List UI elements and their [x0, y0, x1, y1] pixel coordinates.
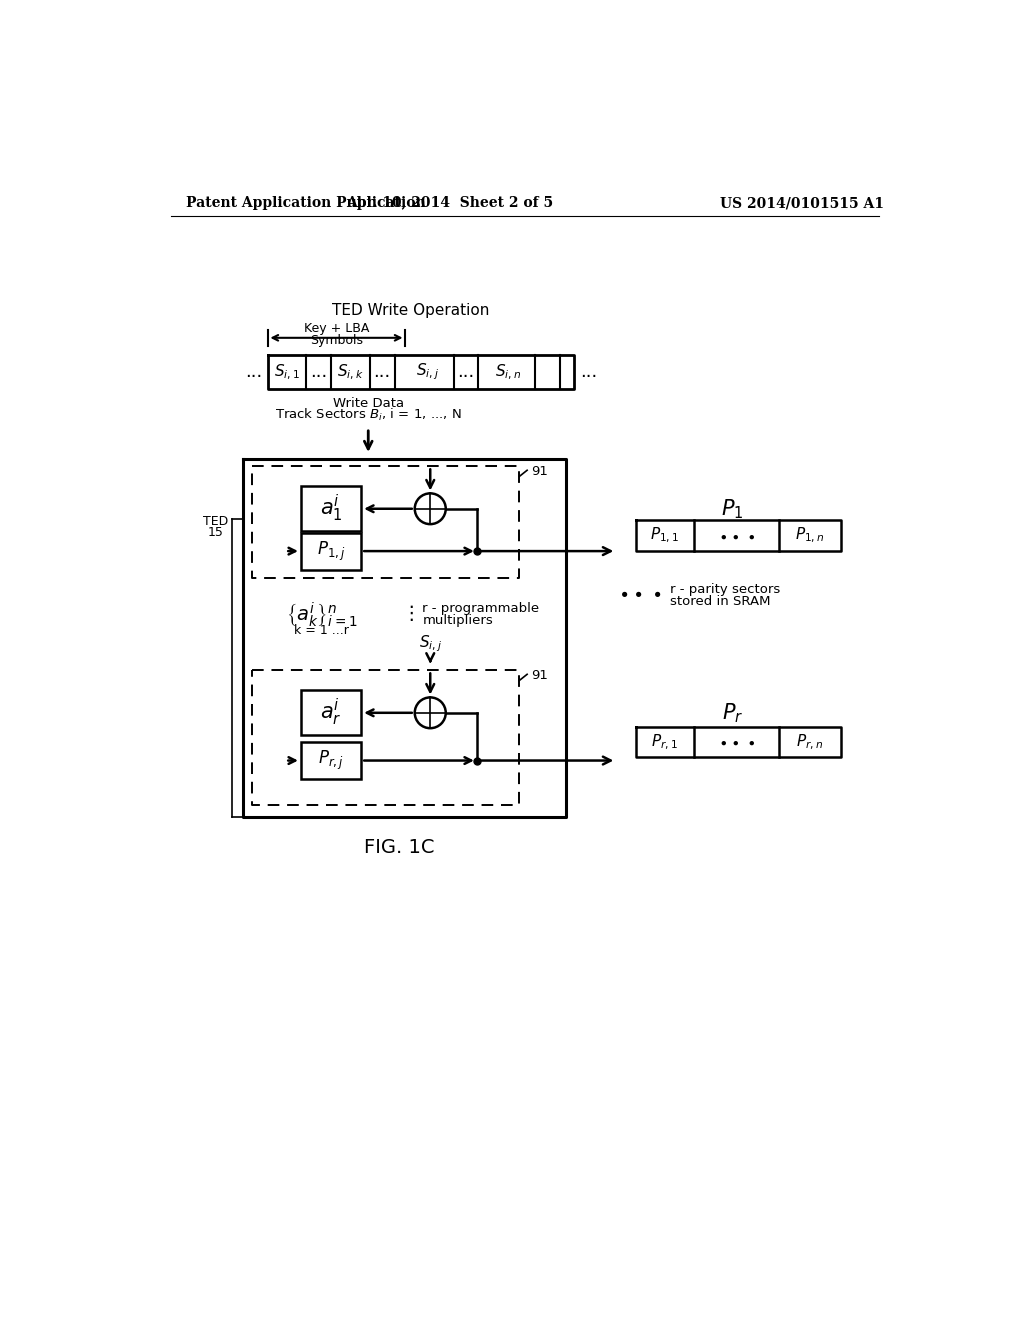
- Circle shape: [415, 494, 445, 524]
- Text: $P_{1,1}$: $P_{1,1}$: [650, 527, 679, 545]
- Text: FIG. 1C: FIG. 1C: [364, 838, 434, 857]
- Text: r - parity sectors: r - parity sectors: [671, 583, 780, 597]
- Text: Patent Application Publication: Patent Application Publication: [186, 197, 426, 210]
- Text: r - programmable: r - programmable: [423, 602, 540, 615]
- Text: $\bullet\bullet\bullet$: $\bullet\bullet\bullet$: [718, 528, 755, 544]
- Text: $P_{r,j}$: $P_{r,j}$: [318, 748, 344, 772]
- Text: $P_1$: $P_1$: [721, 496, 743, 520]
- FancyBboxPatch shape: [301, 533, 361, 570]
- Text: $P_{1,j}$: $P_{1,j}$: [316, 540, 345, 562]
- Circle shape: [415, 697, 445, 729]
- Text: stored in SRAM: stored in SRAM: [671, 594, 771, 607]
- Text: ...: ...: [581, 363, 598, 381]
- Text: Track Sectors $B_i$, i = 1, ..., N: Track Sectors $B_i$, i = 1, ..., N: [275, 407, 462, 422]
- Text: $\bullet\bullet\bullet$: $\bullet\bullet\bullet$: [617, 585, 662, 602]
- Text: $S_{i,1}$: $S_{i,1}$: [274, 363, 300, 381]
- Text: 15: 15: [208, 527, 223, 539]
- Text: TED: TED: [203, 515, 228, 528]
- Text: $\bullet\bullet\bullet$: $\bullet\bullet\bullet$: [718, 734, 755, 750]
- Text: $a_r^i$: $a_r^i$: [321, 697, 342, 729]
- Text: ...: ...: [374, 363, 391, 381]
- Text: 91: 91: [531, 465, 548, 478]
- Text: Apr. 10, 2014  Sheet 2 of 5: Apr. 10, 2014 Sheet 2 of 5: [346, 197, 553, 210]
- Text: $a_1^i$: $a_1^i$: [319, 494, 342, 524]
- Text: $S_{i,n}$: $S_{i,n}$: [496, 363, 521, 381]
- Text: k = 1 ...r: k = 1 ...r: [294, 624, 349, 638]
- Text: ...: ...: [245, 363, 262, 381]
- Text: US 2014/0101515 A1: US 2014/0101515 A1: [720, 197, 885, 210]
- Text: Key + LBA: Key + LBA: [304, 322, 370, 335]
- Text: $P_r$: $P_r$: [722, 701, 743, 725]
- Text: $S_{i,k}$: $S_{i,k}$: [337, 363, 364, 381]
- Text: $P_{r,n}$: $P_{r,n}$: [797, 733, 823, 751]
- Text: ...: ...: [458, 363, 474, 381]
- Text: TED Write Operation: TED Write Operation: [332, 304, 489, 318]
- FancyBboxPatch shape: [301, 742, 361, 779]
- Text: multipliers: multipliers: [423, 614, 494, 627]
- Text: $P_{1,n}$: $P_{1,n}$: [796, 527, 824, 545]
- FancyBboxPatch shape: [301, 690, 361, 735]
- Text: $S_{i,j}$: $S_{i,j}$: [419, 634, 441, 653]
- Text: Write Data: Write Data: [333, 397, 403, 409]
- Text: ...: ...: [310, 363, 328, 381]
- Text: $\left\{ a_k^i \right\}_{i=1}^n$: $\left\{ a_k^i \right\}_{i=1}^n$: [286, 599, 357, 628]
- Text: $P_{r,1}$: $P_{r,1}$: [651, 733, 678, 751]
- Text: 91: 91: [531, 669, 548, 682]
- FancyBboxPatch shape: [301, 487, 361, 531]
- Text: Symbols: Symbols: [310, 334, 362, 347]
- Text: $\vdots$: $\vdots$: [400, 603, 414, 623]
- Text: $S_{i,j}$: $S_{i,j}$: [416, 362, 438, 383]
